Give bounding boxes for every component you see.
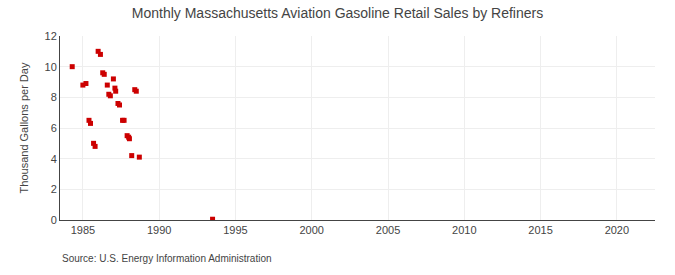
svg-text:1990: 1990: [147, 224, 171, 236]
svg-text:10: 10: [45, 61, 57, 73]
svg-text:2015: 2015: [528, 224, 552, 236]
svg-text:1995: 1995: [223, 224, 247, 236]
svg-text:2010: 2010: [452, 224, 476, 236]
svg-text:2020: 2020: [605, 224, 629, 236]
svg-text:8: 8: [51, 91, 57, 103]
svg-text:6: 6: [51, 122, 57, 134]
svg-text:12: 12: [45, 30, 57, 42]
svg-text:2000: 2000: [299, 224, 323, 236]
svg-text:1985: 1985: [71, 224, 95, 236]
svg-text:Thousand Gallons per Day: Thousand Gallons per Day: [18, 62, 30, 193]
svg-text:Monthly Massachusetts Aviation: Monthly Massachusetts Aviation Gasoline …: [132, 5, 543, 21]
svg-text:Source: U.S. Energy Informatio: Source: U.S. Energy Information Administ…: [62, 253, 272, 264]
svg-text:2: 2: [51, 183, 57, 195]
svg-text:2005: 2005: [376, 224, 400, 236]
svg-text:4: 4: [51, 153, 57, 165]
svg-text:0: 0: [51, 214, 57, 226]
